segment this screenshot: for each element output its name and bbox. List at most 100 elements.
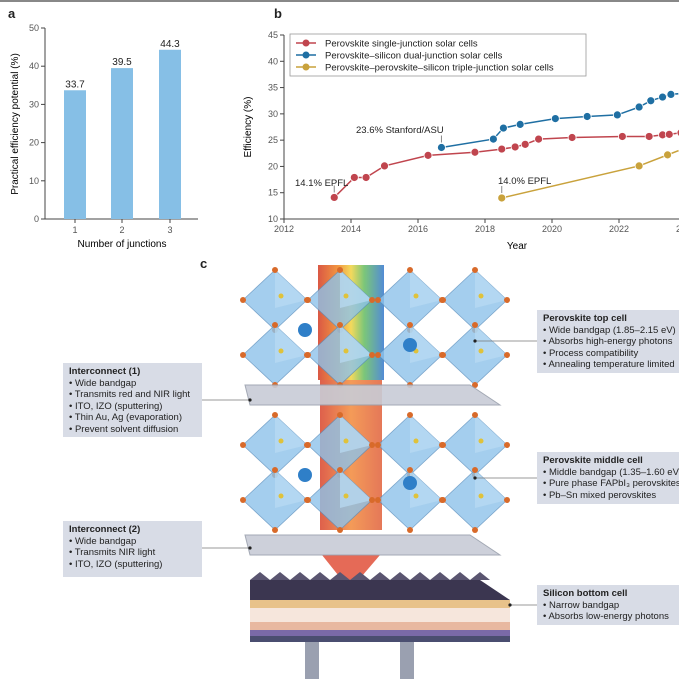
halide-atom — [407, 267, 413, 273]
box-item: Process compatibility — [543, 348, 673, 360]
octahedron-face — [475, 325, 507, 363]
metal-atom — [478, 293, 484, 299]
halide-atom — [407, 412, 413, 418]
halide-atom — [407, 527, 413, 533]
box-item: Wide bandgap — [69, 378, 196, 390]
perovskite-lattice — [240, 267, 510, 533]
data-point — [497, 144, 507, 154]
halide-atom — [472, 412, 478, 418]
legend-label: Perovskite single-junction solar cells — [325, 39, 478, 50]
y-tick-label: 15 — [268, 188, 278, 198]
data-point — [664, 129, 674, 139]
halide-atom — [305, 352, 311, 358]
box-item: ITO, IZO (sputtering) — [69, 401, 196, 413]
halide-atom — [337, 322, 343, 328]
octahedron-face — [410, 415, 442, 453]
bar — [64, 90, 86, 220]
octahedron-face — [275, 325, 307, 363]
halide-atom — [504, 442, 510, 448]
series-line — [333, 132, 679, 198]
data-point — [437, 143, 446, 152]
y-tick-label: 45 — [268, 30, 278, 40]
metal-atom — [413, 438, 419, 444]
x-tick-label: 1 — [72, 225, 77, 235]
halide-atom — [305, 497, 311, 503]
halide-atom — [272, 467, 278, 473]
metal-atom — [278, 493, 284, 499]
silicon-bottom-cell — [250, 572, 510, 679]
data-point — [499, 123, 508, 133]
x-tick-label: 2014 — [341, 224, 361, 234]
interconnect-2-box: Interconnect (2) Wide bandgap Transmits … — [63, 521, 202, 577]
metal-atom — [343, 293, 349, 299]
a-site-cation — [403, 338, 417, 352]
octahedron-face — [475, 415, 507, 453]
interconnect-1-box: Interconnect (1) Wide bandgap Transmits … — [63, 363, 202, 437]
metal-atom — [343, 438, 349, 444]
box-title: Silicon bottom cell — [543, 588, 628, 599]
x-tick-label: 3 — [167, 225, 172, 235]
top-border — [0, 0, 679, 2]
x-tick-label: 2016 — [408, 224, 428, 234]
halide-atom — [305, 297, 311, 303]
data-point — [582, 112, 592, 121]
octahedron-face — [475, 470, 507, 508]
data-point — [497, 193, 507, 203]
halide-atom — [369, 442, 375, 448]
box-item: Absorbs high-energy photons — [543, 336, 673, 348]
x-axis-label: Year — [507, 241, 528, 252]
annotation: 23.6% Stanford/ASU — [356, 125, 444, 136]
x-tick-label: 2022 — [609, 224, 629, 234]
data-point — [488, 134, 498, 144]
halide-atom — [272, 527, 278, 533]
x-axis-label: Number of junctions — [78, 239, 167, 250]
data-point — [634, 102, 644, 112]
box-item: Thin Au, Ag (evaporation) — [69, 412, 196, 424]
halide-atom — [472, 322, 478, 328]
middle-cell-box: Perovskite middle cell Middle bandgap (1… — [537, 452, 679, 504]
legend-marker — [302, 39, 310, 47]
annotation: 14.0% EPFL — [498, 176, 551, 187]
halide-atom — [272, 267, 278, 273]
y-tick-label: 10 — [29, 176, 39, 186]
halide-atom — [375, 497, 381, 503]
interconnect-2-layer — [244, 534, 502, 556]
data-point — [510, 142, 520, 152]
legend-marker — [302, 63, 310, 71]
box-item: Transmits NIR light — [69, 547, 196, 559]
legend-box — [289, 33, 587, 77]
y-tick-label: 40 — [268, 56, 278, 66]
box-item: Absorbs low-energy photons — [543, 611, 673, 623]
octahedron-face — [340, 470, 372, 508]
y-tick-label: 10 — [268, 214, 278, 224]
metal-atom — [478, 493, 484, 499]
box-item: Pb–Sn mixed perovskites — [543, 490, 673, 502]
panel-label-b: b — [274, 6, 282, 21]
x-tick-label: 2020 — [542, 224, 562, 234]
box-item: Narrow bandgap — [543, 600, 673, 612]
box-title: Interconnect (1) — [69, 366, 141, 377]
box-item: Annealing temperature limited — [543, 359, 674, 371]
halide-atom — [369, 497, 375, 503]
data-point — [646, 96, 656, 106]
box-title: Interconnect (2) — [69, 524, 141, 535]
data-point — [663, 150, 672, 160]
box-item: Pure phase FAPbI₃ perovskites — [543, 478, 679, 490]
halide-atom — [240, 352, 246, 358]
bottom-cell-box: Silicon bottom cell Narrow bandgap Absor… — [537, 585, 679, 625]
octahedron-face — [275, 415, 307, 453]
data-point — [658, 92, 667, 102]
halide-atom — [240, 297, 246, 303]
bar — [159, 49, 181, 219]
halide-atom — [472, 467, 478, 473]
octahedron-face — [275, 470, 307, 508]
bar-value-label: 33.7 — [65, 79, 85, 90]
data-point — [329, 193, 339, 202]
halide-atom — [337, 527, 343, 533]
x-tick-label: 2012 — [274, 224, 294, 234]
halide-atom — [440, 442, 446, 448]
series-line — [501, 149, 679, 199]
halide-atom — [240, 497, 246, 503]
data-point — [612, 110, 622, 120]
